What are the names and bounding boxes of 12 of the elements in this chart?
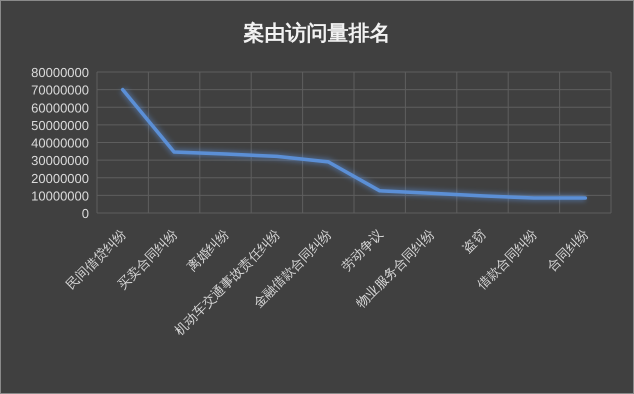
x-tick-label: 盗窃 <box>460 227 490 256</box>
y-tick-label: 40000000 <box>31 136 89 150</box>
x-tick-label: 合同纠纷 <box>544 227 592 275</box>
y-tick-label: 60000000 <box>31 100 89 116</box>
y-tick-label: 70000000 <box>31 82 89 98</box>
y-tick-label: 10000000 <box>31 188 89 204</box>
y-tick-label: 20000000 <box>31 170 89 186</box>
chart-title: 案由访问量排名 <box>242 20 390 45</box>
y-tick-label: 30000000 <box>31 153 89 168</box>
y-tick-label: 80000000 <box>31 65 89 80</box>
y-tick-label: 0 <box>82 206 89 221</box>
y-tick-label: 50000000 <box>31 118 89 133</box>
